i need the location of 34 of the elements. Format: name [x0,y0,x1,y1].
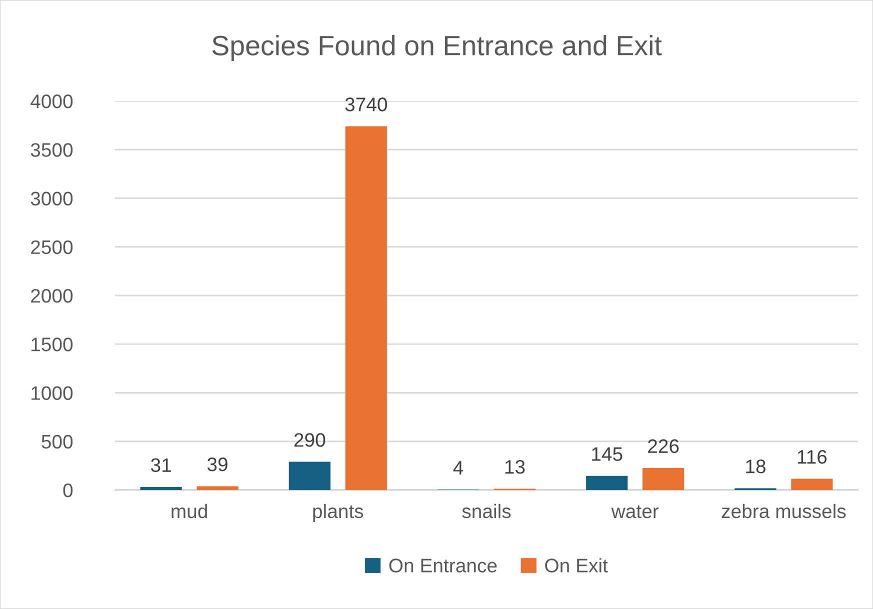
data-label: 39 [207,457,228,472]
bar [345,126,387,490]
y-tick-label: 1000 [32,386,73,400]
y-tick-label: 3500 [30,143,73,157]
data-label: 116 [798,450,827,464]
legend-label: On Entrance [389,558,497,572]
y-tick-label: 1500 [32,338,73,352]
x-tick-label: water [611,505,659,518]
data-label: 145 [592,447,622,461]
bar [791,478,833,490]
chart-title: Species Found on Entrance and Exit [212,35,662,61]
data-label: 18 [746,460,766,474]
data-label: 3740 [345,98,388,112]
y-tick-label: 4000 [30,94,73,108]
bar [642,468,684,490]
data-label: 226 [648,439,679,454]
data-label: 290 [294,433,326,447]
x-tick-label: mud [172,504,207,518]
y-tick-label: 0 [63,483,73,498]
legend-label: On Exit [545,558,608,572]
y-tick-label: 2000 [31,288,73,303]
bar [140,486,182,490]
x-tick-label: plants [313,504,364,522]
data-label: 4 [453,461,464,474]
y-tick-label: 2500 [31,240,73,254]
bar [586,476,628,490]
x-tick-label: zebra mussels [722,504,846,518]
x-tick-label: snails [462,504,511,518]
bar [196,486,238,490]
data-label: 13 [505,460,525,474]
y-tick-label: 500 [42,434,73,449]
bar [288,462,330,490]
data-label: 31 [150,458,171,472]
y-tick-label: 3000 [30,192,73,206]
